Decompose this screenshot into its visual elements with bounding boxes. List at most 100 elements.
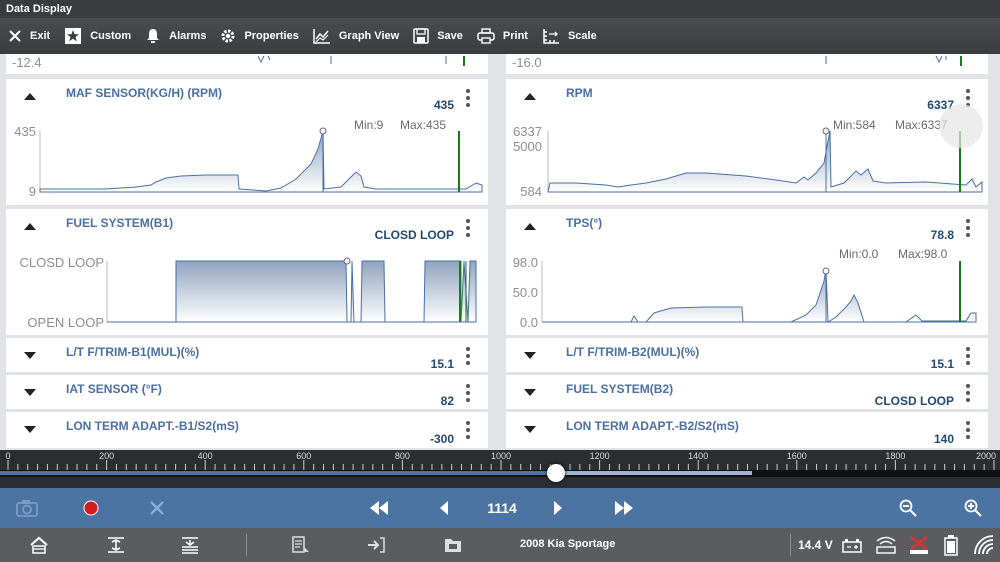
expand-all-icon[interactable]: [106, 536, 126, 554]
lt-ftrim-b1-panel[interactable]: L/T F/TRIM-B1(MUL)(%) 15.1: [6, 338, 488, 372]
zoom-in-icon[interactable]: [964, 499, 982, 517]
panel-title: LON TERM ADAPT.-B1/S2(mS): [66, 419, 239, 433]
data-sheet-icon[interactable]: [291, 536, 311, 554]
panel-value: 15.1: [930, 357, 954, 371]
scale-mid: 5000: [513, 139, 542, 154]
exit-button[interactable]: Exit: [8, 29, 50, 43]
playback-position: 1114: [487, 500, 517, 516]
step-back-icon[interactable]: [439, 501, 449, 515]
more-options-icon[interactable]: [966, 219, 970, 237]
rpm-panel[interactable]: RPM 6337 Min:584 Max:6337 6337 5000 584: [506, 79, 988, 205]
fuel-system-b1-panel[interactable]: FUEL SYSTEM(B1) CLOSD LOOP CLOSD LOOP OP…: [6, 209, 488, 335]
zoom-out-icon[interactable]: [899, 499, 917, 517]
save-label: Save: [437, 30, 463, 42]
collapse-arrow-icon[interactable]: [524, 223, 536, 230]
more-options-icon[interactable]: [966, 421, 970, 439]
panel-value: 82: [440, 394, 454, 408]
print-button[interactable]: Print: [477, 28, 528, 44]
panel-value: 15.1: [430, 357, 454, 371]
tps-graph: [541, 261, 977, 323]
clear-icon[interactable]: [149, 500, 165, 516]
partial-chart-left: [257, 55, 465, 66]
timeline-tick-label: 2000: [975, 451, 997, 461]
more-options-icon[interactable]: [466, 219, 470, 237]
scale-top: 6337: [513, 124, 542, 139]
scale-label: Scale: [567, 30, 597, 42]
timeline-tick-label: 0: [5, 451, 11, 461]
more-options-icon[interactable]: [966, 347, 970, 365]
panel-value: 435: [433, 98, 454, 112]
device-battery-icon: [944, 535, 958, 556]
rpm-graph: [547, 104, 983, 193]
expand-arrow-icon[interactable]: [524, 389, 536, 396]
rewind-icon[interactable]: [369, 501, 389, 515]
folder-icon[interactable]: [443, 536, 463, 554]
more-options-icon[interactable]: [466, 89, 470, 107]
fuel-system-b2-panel[interactable]: FUEL SYSTEM(B2) CLOSD LOOP: [506, 375, 988, 409]
bottom-bar: 2008 Kia Sportage 14.4 V: [0, 528, 1000, 562]
timeline-tick-label: 800: [394, 451, 410, 461]
panel-title: FUEL SYSTEM(B2): [566, 382, 674, 396]
alarms-button[interactable]: Alarms: [145, 28, 206, 44]
collapse-arrow-icon[interactable]: [524, 93, 536, 100]
save-button[interactable]: Save: [413, 28, 463, 44]
scale-top: CLOSD LOOP: [19, 255, 104, 270]
graph-view-button[interactable]: Graph View: [313, 28, 399, 44]
more-options-icon[interactable]: [466, 384, 470, 402]
more-options-icon[interactable]: [966, 89, 970, 107]
scale-bottom: OPEN LOOP: [27, 315, 104, 330]
min-value: Min:9: [354, 118, 384, 132]
partial-scale-right: -16.0: [512, 55, 542, 70]
vehicle-label: 2008 Kia Sportage: [520, 538, 616, 550]
timeline-tick-label: 600: [296, 451, 312, 461]
properties-label: Properties: [244, 30, 299, 42]
more-options-icon[interactable]: [966, 384, 970, 402]
panel-title: LON TERM ADAPT.-B2/S2(mS): [566, 419, 739, 433]
properties-button[interactable]: Properties: [220, 28, 299, 44]
maf-sensor-panel[interactable]: MAF SENSOR(KG/H) (RPM) 435 Min:9 Max:435…: [6, 79, 488, 205]
gear-icon: [221, 29, 235, 43]
playback-bar: 1114: [0, 488, 1000, 528]
exit-label: Exit: [30, 30, 51, 42]
step-forward-icon[interactable]: [553, 501, 563, 515]
timeline-tick-label: 1000: [490, 451, 512, 461]
battery-voltage: 14.4 V: [798, 538, 833, 552]
home-icon[interactable]: [29, 536, 49, 554]
collapse-arrow-icon[interactable]: [24, 93, 36, 100]
panel-value: CLOSD LOOP: [374, 228, 454, 242]
lon-term-adapt-b2-panel[interactable]: LON TERM ADAPT.-B2/S2(mS) 140: [506, 412, 988, 448]
timeline-tick-label: 200: [99, 451, 115, 461]
partial-scale-left: -12.4: [12, 55, 42, 70]
panel-value: 140: [933, 432, 954, 446]
fast-forward-icon[interactable]: [614, 501, 634, 515]
custom-button[interactable]: Custom: [64, 27, 131, 45]
lon-term-adapt-b1-panel[interactable]: LON TERM ADAPT.-B1/S2(mS) -300: [6, 412, 488, 448]
iat-sensor-panel[interactable]: IAT SENSOR (°F) 82: [6, 375, 488, 409]
partial-panel-left: -12.4: [6, 54, 488, 74]
expand-arrow-icon[interactable]: [24, 426, 36, 433]
timeline-slider[interactable]: 0 200 400 600 800 1000 1200 1400 1600 1800 2000: [0, 450, 1000, 488]
scale-button[interactable]: Scale: [542, 28, 597, 44]
collapse-list-icon[interactable]: [180, 536, 200, 554]
expand-arrow-icon[interactable]: [524, 426, 536, 433]
collapse-arrow-icon[interactable]: [24, 223, 36, 230]
lt-ftrim-b2-panel[interactable]: L/T F/TRIM-B2(MUL)(%) 15.1: [506, 338, 988, 372]
data-transfer-icon[interactable]: [366, 536, 386, 554]
scale-mid: 50.0: [512, 285, 538, 300]
more-options-icon[interactable]: [466, 421, 470, 439]
fuel-system-b1-graph: [106, 257, 477, 323]
tps-panel[interactable]: TPS(°) 78.8 Min:0.0 Max:98.0 98.0 50.0 0…: [506, 209, 988, 335]
expand-arrow-icon[interactable]: [524, 352, 536, 359]
record-icon[interactable]: [82, 499, 100, 517]
vci-connection-icon: [876, 536, 896, 554]
expand-arrow-icon[interactable]: [24, 389, 36, 396]
expand-arrow-icon[interactable]: [24, 352, 36, 359]
timeline-tick-label: 1200: [589, 451, 610, 461]
scale-bottom: 0.0: [519, 315, 538, 330]
more-options-icon[interactable]: [466, 347, 470, 365]
panel-title: L/T F/TRIM-B2(MUL)(%): [566, 345, 700, 359]
partial-panel-right: -16.0: [506, 54, 988, 74]
timeline-thumb[interactable]: [547, 464, 565, 482]
panel-value: 6337: [927, 98, 954, 112]
camera-icon[interactable]: [16, 498, 38, 518]
